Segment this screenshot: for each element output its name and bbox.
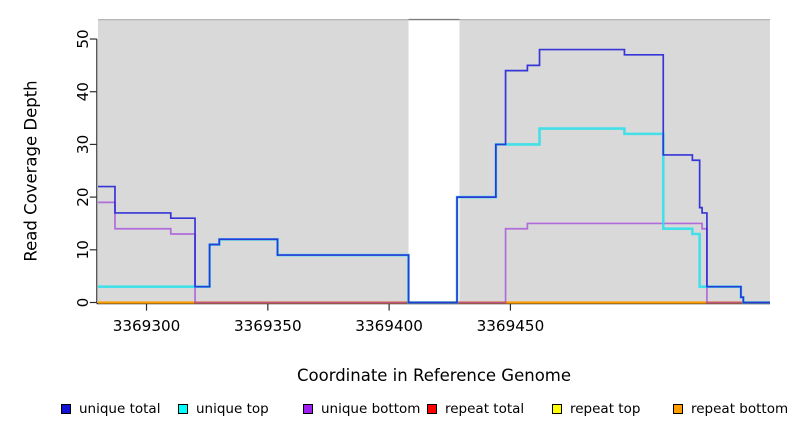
x-axis-title: Coordinate in Reference Genome xyxy=(296,366,572,385)
legend-swatch xyxy=(61,404,71,414)
legend-swatch xyxy=(552,404,562,414)
x-tick-label: 3369300 xyxy=(113,317,181,335)
legend-label: repeat top xyxy=(570,401,641,417)
legend-swatch xyxy=(427,404,437,414)
legend-item-repeat-top: repeat top xyxy=(552,401,640,417)
legend-label: repeat total xyxy=(445,401,525,417)
y-tick-label: 20 xyxy=(74,187,92,206)
y-tick-label: 40 xyxy=(74,82,92,101)
series-unique-bottom xyxy=(98,201,770,304)
y-tick-label: 50 xyxy=(74,29,92,48)
legend-item-unique-bottom: unique bottom xyxy=(303,401,420,417)
legend-label: unique top xyxy=(196,401,269,417)
legend-item-repeat-bottom: repeat bottom xyxy=(673,401,788,417)
y-tick-label: 30 xyxy=(74,135,92,154)
legend-item-unique-top: unique top xyxy=(178,401,269,417)
covered-region xyxy=(98,19,409,304)
x-tick-label: 3369450 xyxy=(477,317,545,335)
legend-item-unique-total: unique total xyxy=(61,401,160,417)
y-tick-label: 10 xyxy=(74,240,92,259)
y-tick-label: 0 xyxy=(74,298,92,308)
y-axis-title: Read Coverage Depth xyxy=(21,80,41,262)
series-unique-total xyxy=(98,48,770,304)
legend-swatch xyxy=(303,404,313,414)
x-tick-label: 3369400 xyxy=(355,317,423,335)
covered-region xyxy=(459,19,770,304)
legend-swatch xyxy=(673,404,683,414)
legend-label: unique total xyxy=(79,401,161,417)
legend-label: unique bottom xyxy=(321,401,421,417)
legend-label: repeat bottom xyxy=(691,401,789,417)
coverage-plot: 3369300 3369350 3369400 3369450 0 10 20 30 40 50 xyxy=(74,18,770,335)
legend-swatch xyxy=(178,404,188,414)
x-tick-label: 3369350 xyxy=(234,317,302,335)
legend-item-repeat-total: repeat total xyxy=(427,401,524,417)
